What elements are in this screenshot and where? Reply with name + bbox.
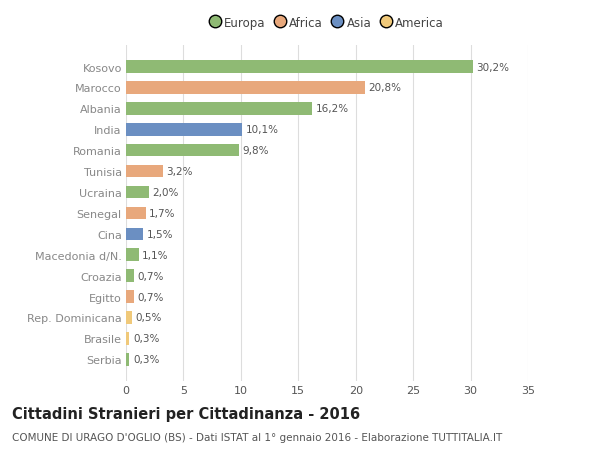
Text: 0,3%: 0,3%: [133, 354, 159, 364]
Text: 20,8%: 20,8%: [368, 83, 401, 93]
Text: 1,5%: 1,5%: [146, 230, 173, 239]
Legend: Europa, Africa, Asia, America: Europa, Africa, Asia, America: [206, 13, 448, 34]
Bar: [126, 186, 149, 199]
Text: 30,2%: 30,2%: [476, 62, 509, 73]
Text: 16,2%: 16,2%: [316, 104, 349, 114]
Bar: [126, 228, 143, 241]
Bar: [126, 82, 365, 95]
Bar: [126, 249, 139, 262]
Bar: [126, 61, 473, 73]
Text: 2,0%: 2,0%: [152, 188, 179, 197]
Text: 1,1%: 1,1%: [142, 250, 169, 260]
Text: 0,5%: 0,5%: [135, 313, 161, 323]
Bar: [126, 124, 242, 136]
Bar: [126, 165, 163, 178]
Text: Cittadini Stranieri per Cittadinanza - 2016: Cittadini Stranieri per Cittadinanza - 2…: [12, 406, 360, 421]
Text: 0,7%: 0,7%: [137, 271, 164, 281]
Bar: [126, 103, 312, 115]
Text: 10,1%: 10,1%: [245, 125, 278, 135]
Text: 3,2%: 3,2%: [166, 167, 193, 177]
Bar: [126, 270, 134, 282]
Text: 9,8%: 9,8%: [242, 146, 269, 156]
Bar: [126, 332, 130, 345]
Text: 0,3%: 0,3%: [133, 334, 159, 344]
Bar: [126, 145, 239, 157]
Text: 0,7%: 0,7%: [137, 292, 164, 302]
Bar: [126, 353, 130, 366]
Text: COMUNE DI URAGO D'OGLIO (BS) - Dati ISTAT al 1° gennaio 2016 - Elaborazione TUTT: COMUNE DI URAGO D'OGLIO (BS) - Dati ISTA…: [12, 432, 502, 442]
Bar: [126, 207, 146, 220]
Bar: [126, 291, 134, 303]
Bar: [126, 312, 132, 324]
Text: 1,7%: 1,7%: [149, 208, 175, 218]
